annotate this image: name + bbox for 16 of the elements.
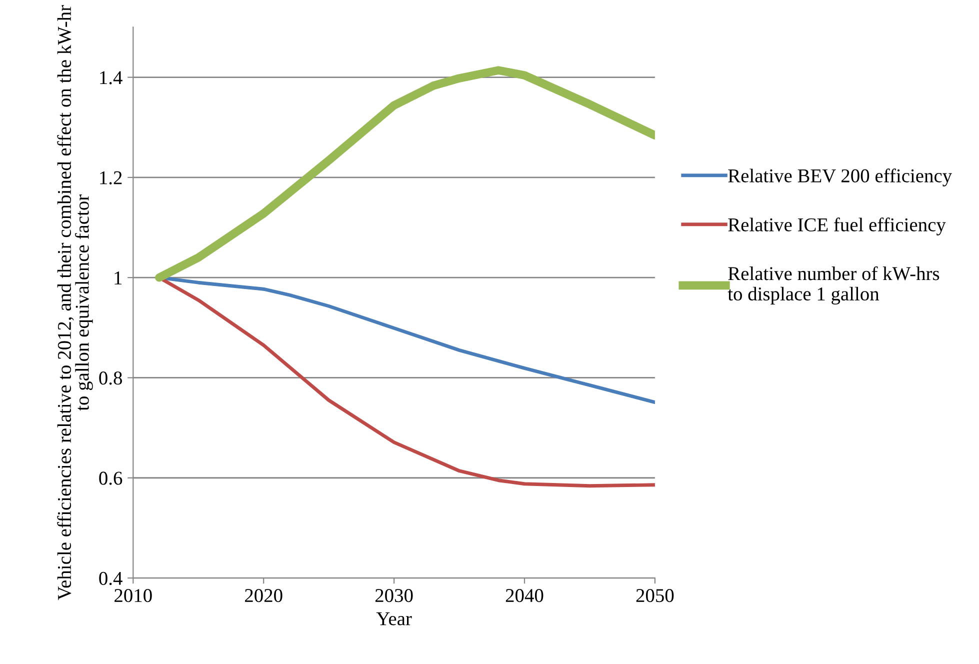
- x-tick-label: 2020: [245, 588, 282, 602]
- x-tick-label: 2040: [506, 588, 544, 602]
- y-tick-label: 0.6: [99, 472, 122, 485]
- legend-label: Relative number of kW-hrs to displace 1 gallon: [728, 266, 940, 305]
- x-tick-label: 2050: [636, 588, 674, 602]
- legend-label: Relative BEV 200 efficiency: [728, 168, 952, 186]
- y-tick-label: 0.4: [99, 572, 122, 586]
- x-tick-label: 2010: [114, 588, 152, 602]
- y-tick-label: 0.8: [99, 372, 122, 385]
- x-axis-title: Year: [376, 612, 412, 626]
- y-axis-title: Vehicle efficiencies relative to 2012, and their combined effect on the kW-hr to gallon equivalence factor: [57, 5, 93, 600]
- y-tick-label: 1: [114, 271, 122, 284]
- y-tick-label: 1.4: [100, 71, 122, 84]
- x-tick-label: 2030: [375, 588, 413, 602]
- legend-label: Relative ICE fuel efficiency: [728, 218, 946, 236]
- y-tick-label: 1.2: [100, 171, 122, 184]
